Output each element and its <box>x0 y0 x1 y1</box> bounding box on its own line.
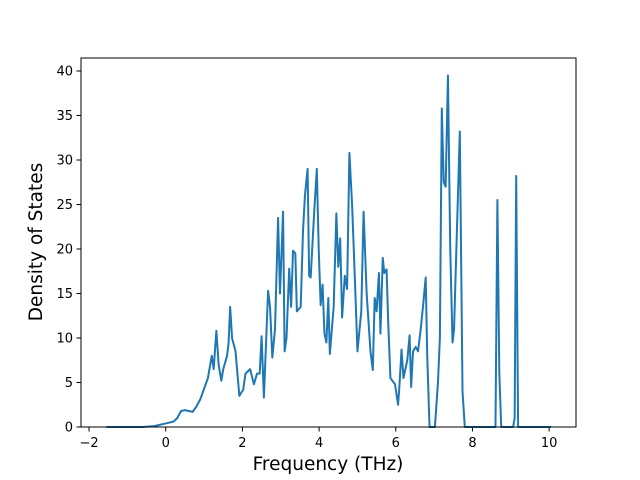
y-tick-label: 10 <box>56 331 73 346</box>
x-tick-label: 8 <box>468 436 476 451</box>
y-axis-label: Density of States <box>26 163 47 322</box>
data-line <box>106 74 552 428</box>
y-tick-label: 5 <box>65 376 73 391</box>
x-tick-label: 10 <box>541 436 558 451</box>
y-tick-label: 0 <box>65 421 73 436</box>
x-tick-label: 6 <box>392 436 400 451</box>
x-tick-label: 4 <box>315 436 323 451</box>
y-tick-label: 25 <box>56 198 73 213</box>
x-tick-label: 2 <box>238 436 246 451</box>
y-tick-label: 30 <box>56 153 73 168</box>
y-tick-label: 20 <box>56 242 73 257</box>
x-tick-label: −2 <box>79 436 98 451</box>
y-tick-label: 15 <box>56 287 73 302</box>
x-tick-label: 0 <box>162 436 170 451</box>
y-tick-label: 35 <box>56 109 73 124</box>
x-axis-label: Frequency (THz) <box>253 454 404 475</box>
y-tick-label: 40 <box>56 64 73 79</box>
axes-frame <box>80 57 577 428</box>
